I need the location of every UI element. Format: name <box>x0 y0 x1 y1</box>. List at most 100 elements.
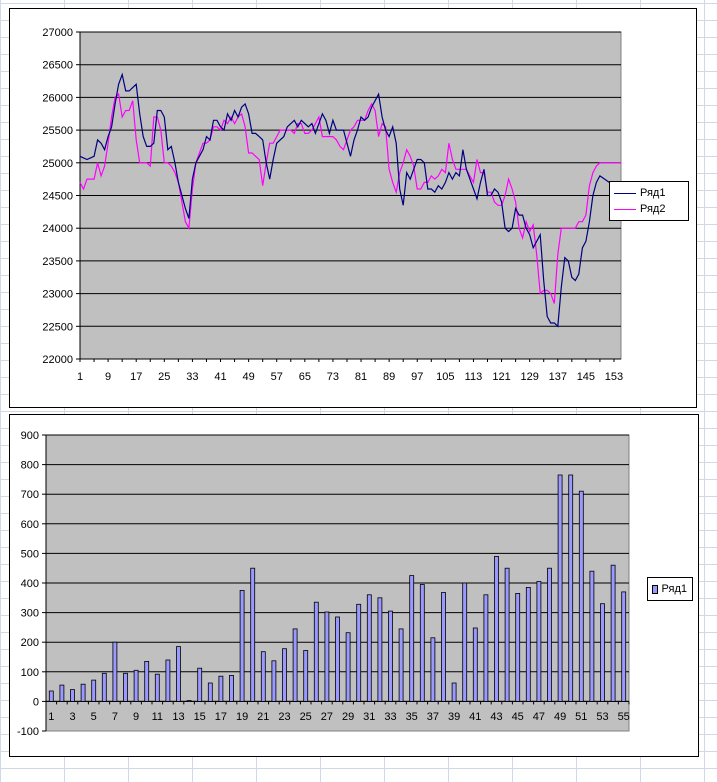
y-tick-label: 22000 <box>42 354 73 366</box>
x-tick-label: 23 <box>278 711 290 723</box>
bar <box>525 586 531 702</box>
bar <box>335 616 340 702</box>
x-tick-label: 9 <box>105 371 111 383</box>
bar <box>144 660 150 702</box>
bar <box>70 689 75 702</box>
x-tick-label: 121 <box>492 371 510 383</box>
bar <box>589 570 595 702</box>
line-chart-legend[interactable]: Ряд1 Ряд2 <box>609 181 689 221</box>
y-tick-label: 600 <box>21 519 39 531</box>
bar <box>504 567 510 702</box>
bar <box>536 581 542 702</box>
x-tick-label: 25 <box>158 371 170 383</box>
bar <box>165 659 171 702</box>
x-tick-label: 97 <box>411 371 423 383</box>
x-tick-label: 37 <box>427 711 439 723</box>
bar <box>260 651 266 702</box>
bar <box>568 474 574 702</box>
bar <box>578 490 584 702</box>
bar <box>324 611 330 702</box>
y-tick-label: 25500 <box>42 125 73 137</box>
y-tick-label: 23000 <box>42 289 73 301</box>
bar <box>388 610 393 702</box>
line-chart-canvas: 22000 22500 23000 23500 24000 24500 25000 25500… <box>42 27 623 383</box>
bar <box>377 597 383 702</box>
x-tick-label: 57 <box>271 371 283 383</box>
bar <box>345 632 351 702</box>
y-tick-label: 300 <box>21 608 39 620</box>
legend-swatch-series1 <box>614 192 636 194</box>
bar <box>303 650 309 702</box>
x-tick-label: 129 <box>520 371 538 383</box>
x-tick-label: 33 <box>384 711 396 723</box>
legend-swatch-bar-series <box>652 584 658 594</box>
legend-label-bar-series: Ряд1 <box>661 583 687 595</box>
x-tick-label: 47 <box>533 711 545 723</box>
x-tick-label: 35 <box>406 711 418 723</box>
bar <box>101 672 107 702</box>
bar <box>356 603 362 702</box>
bar <box>409 575 415 702</box>
bar <box>419 584 425 702</box>
bar <box>515 592 521 702</box>
bar <box>472 627 478 702</box>
bar-chart[interactable]: -100 0 100 200 300 400 500 600 700 800 900 1 3 5 7 9 11 1… <box>9 414 699 757</box>
x-tick-label: 3 <box>69 711 75 723</box>
x-tick-label: 19 <box>236 711 248 723</box>
x-tick-label: 49 <box>242 371 254 383</box>
legend-entry-bar-series: Ряд1 <box>652 581 687 597</box>
legend-entry-series1: Ряд1 <box>614 185 683 201</box>
x-tick-label: 65 <box>299 371 311 383</box>
bar <box>292 628 298 702</box>
bar <box>123 672 128 702</box>
x-tick-label: 33 <box>186 371 198 383</box>
y-tick-label: 800 <box>21 460 39 472</box>
x-tick-label: 21 <box>257 711 269 723</box>
x-tick-label: 17 <box>130 371 142 383</box>
x-tick-label: 9 <box>133 711 139 723</box>
y-tick-label: 26000 <box>42 92 73 104</box>
x-tick-label: 113 <box>465 371 483 383</box>
bar <box>451 682 457 702</box>
x-tick-label: 29 <box>342 711 354 723</box>
bar <box>229 674 234 702</box>
y-tick-label: 500 <box>21 548 39 560</box>
y-tick-label: 23500 <box>42 256 73 268</box>
x-tick-label: 73 <box>327 371 339 383</box>
bar <box>462 582 468 702</box>
x-tick-label: 15 <box>194 711 206 723</box>
bar <box>366 594 372 702</box>
y-tick-label: -100 <box>17 726 39 738</box>
line-chart[interactable]: 22000 22500 23000 23500 24000 24500 25000 25500… <box>9 8 697 408</box>
y-tick-label: 25000 <box>42 158 73 170</box>
x-tick-label: 137 <box>549 371 567 383</box>
bar <box>600 603 605 702</box>
y-tick-label: 22500 <box>42 321 73 333</box>
legend-label-series1: Ряд1 <box>640 187 666 199</box>
bar <box>48 690 54 702</box>
y-tick-label: 400 <box>21 578 39 590</box>
legend-label-series2: Ряд2 <box>640 203 666 215</box>
legend-entry-series2: Ряд2 <box>614 201 683 217</box>
bar-chart-legend[interactable]: Ряд1 <box>647 577 693 601</box>
x-tick-label: 1 <box>48 711 54 723</box>
bar <box>430 637 436 702</box>
bar <box>112 641 118 702</box>
x-tick-label: 43 <box>490 711 502 723</box>
x-tick-label: 7 <box>112 711 118 723</box>
y-tick-label: 200 <box>21 637 39 649</box>
bar <box>282 648 287 702</box>
x-tick-label: 55 <box>618 711 630 723</box>
x-tick-label: 45 <box>512 711 524 723</box>
series-line-2 <box>79 92 621 304</box>
series-line-1 <box>79 72 621 328</box>
x-tick-label: 31 <box>363 711 375 723</box>
bar <box>494 555 499 702</box>
bar <box>398 628 404 702</box>
y-tick-label: 24000 <box>42 223 73 235</box>
x-tick-label: 105 <box>436 371 454 383</box>
x-tick-label: 41 <box>214 371 226 383</box>
bar <box>154 673 160 702</box>
bar <box>207 682 213 702</box>
